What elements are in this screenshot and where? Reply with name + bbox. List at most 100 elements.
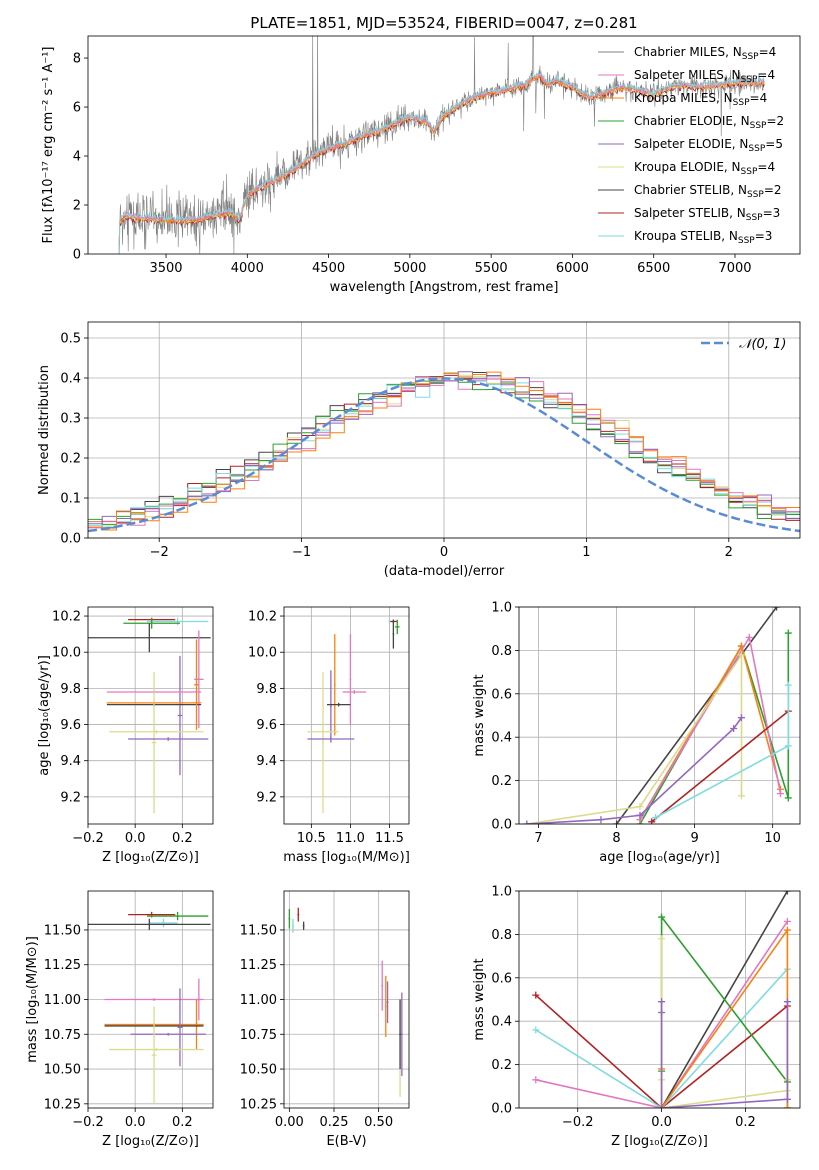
error-bar-point	[394, 619, 400, 635]
x-tick-label: 0.00	[275, 1115, 304, 1130]
mass-weight-line	[535, 968, 788, 1108]
x-tick-label: 6000	[556, 261, 589, 276]
data-point-marker	[745, 633, 753, 641]
spectrum-panel: 3500 4000 4500 5000 5500 6000 6500 7000 0 2 4 6 8 wav…	[41, 14, 801, 295]
y-tick-label: 0.8	[491, 928, 512, 943]
mass-vs-extinction-panel: 0.00 0.25 0.50 10.25 10.50 10.75 11.00 11.25 11.…	[240, 890, 410, 1149]
x-tick-label: −2	[150, 545, 169, 560]
legend-entry-suffix: =3	[763, 206, 781, 220]
x-tick-label: 0	[440, 545, 448, 560]
data-point-marker	[784, 681, 792, 689]
data-point-marker	[597, 816, 605, 824]
age-vs-metallicity-panel: −0.2 0.0 0.2 9.2 9.4 9.6 9.8 10.0 10.2 Z [log₁₀(Z…	[37, 606, 214, 865]
legend-entry-suffix: =3	[755, 229, 773, 243]
y-tick-label: 11.50	[44, 923, 81, 938]
legend-entry-suffix: =4	[750, 91, 768, 105]
y-tick-label: 9.8	[60, 682, 81, 697]
legend-entry: Chabrier MILES, NSSP=4	[634, 45, 776, 62]
x-axis-label: mass [log₁₀(M/M⊙)]	[283, 850, 410, 865]
legend-entry-name: Chabrier MILES, N	[634, 45, 742, 59]
y-tick-label: 9.4	[60, 754, 81, 769]
data-point-marker	[737, 792, 745, 800]
x-axis-label: Z [log₁₀(Z/Z⊙)]	[102, 1134, 199, 1149]
data-point-marker	[783, 998, 791, 1006]
x-tick-label: −0.2	[562, 1115, 594, 1130]
error-bar-point	[330, 670, 332, 743]
legend-entry-subscript: SSP	[742, 52, 759, 62]
error-bar-point	[88, 918, 211, 930]
y-axis-label: mass weight	[472, 958, 487, 1040]
error-bar-point	[194, 639, 199, 730]
data-point-marker	[636, 803, 644, 811]
y-axis-label: Flux [fλ10⁻¹⁷ erg cm⁻² s⁻¹ A⁻¹]	[41, 47, 56, 244]
data-point-marker	[532, 991, 540, 999]
histogram-step	[88, 371, 800, 525]
legend-entry-suffix: =2	[764, 183, 782, 197]
y-tick-label: 0.6	[491, 971, 512, 986]
data-point-marker	[658, 1009, 666, 1017]
data-point-marker	[783, 891, 791, 895]
legend-entry-suffix: =4	[759, 45, 777, 59]
mass-weight-line	[535, 994, 788, 1108]
data-point-marker	[636, 811, 644, 819]
y-tick-label: 10.75	[44, 1028, 81, 1043]
legend-entry-name: Salpeter STELIB, N	[634, 206, 746, 220]
mass-weight-vs-age-panel: 7 8 9 10 0.0 0.2 0.4 0.6 0.8 1.0 age [log₁₀(age/yr…	[472, 601, 801, 865]
x-tick-label: 3500	[149, 261, 182, 276]
error-bar-point	[326, 702, 351, 707]
y-tick-label: 0.6	[491, 687, 512, 702]
plot-frame	[518, 606, 801, 825]
error-bar-point	[399, 999, 401, 1070]
data-point-marker	[737, 714, 745, 722]
error-bar-point	[151, 1006, 157, 1104]
gaussian-reference-line	[88, 377, 800, 533]
y-tick-label: 1.0	[491, 885, 512, 900]
age-vs-mass-panel: 10.5 11.0 11.5 9.2 9.4 9.6 9.8 10.0 10.2 mass [lo…	[248, 606, 410, 865]
y-tick-label: 0.8	[491, 644, 512, 659]
y-tick-label: 0.0	[491, 818, 512, 833]
error-bar-point	[109, 1048, 204, 1051]
legend-entry-subscript: SSP	[733, 98, 750, 108]
error-bar-point	[392, 619, 395, 649]
legend-entry-subscript: SSP	[748, 144, 765, 154]
y-tick-label: 11.25	[240, 958, 277, 973]
legend-entry: Chabrier ELODIE, NSSP=2	[634, 114, 784, 131]
y-axis-label: age [log₁₀(age/yr)]	[37, 655, 52, 776]
plot-frame	[87, 35, 801, 255]
y-axis-label: mass [log₁₀(M/M⊙)]	[25, 936, 40, 1063]
y-tick-label: 11.00	[44, 993, 81, 1008]
model-fit-line	[118, 71, 765, 254]
y-tick-label: 9.4	[256, 754, 277, 769]
data-point-marker	[783, 926, 791, 934]
mass-vs-metallicity-panel: −0.2 0.0 0.2 10.25 10.50 10.75 11.00 11.25 11.50…	[25, 890, 214, 1149]
mass-weight-line	[615, 607, 778, 824]
error-bar-point	[297, 907, 300, 922]
y-tick-label: 4	[73, 150, 81, 165]
x-axis-label: (data-model)/error	[384, 564, 505, 579]
y-axis-label: mass weight	[472, 674, 487, 756]
data-point-marker	[613, 820, 621, 824]
legend-entry-subscript: SSP	[750, 121, 767, 131]
mass-weight-line	[535, 920, 789, 1108]
legend-entry: Kroupa ELODIE, NSSP=4	[634, 160, 775, 177]
data-point-marker	[784, 629, 792, 637]
error-bar-point	[288, 909, 291, 929]
legend-entry-suffix: =4	[757, 68, 775, 82]
legend-entry: 𝒩(0, 1)	[739, 337, 786, 352]
x-tick-label: 0.0	[125, 1115, 146, 1130]
x-tick-label: 10	[764, 831, 781, 846]
y-tick-label: 9.6	[60, 718, 81, 733]
legend-entry-name: Salpeter ELODIE, N	[634, 137, 748, 151]
residuals-panel: −2 −1 0 1 2 0.0 0.1 0.2 0.3 0.4 0.5 (data-model)/er…	[37, 321, 801, 579]
legend-entry: Salpeter MILES, NSSP=4	[634, 68, 775, 85]
y-tick-label: 9.8	[256, 682, 277, 697]
error-bar-point	[194, 630, 204, 729]
error-bar-point	[149, 918, 178, 928]
error-bar-point	[177, 988, 183, 1067]
data-point-marker	[784, 742, 792, 750]
data-point-marker	[648, 818, 656, 824]
error-bar-point	[400, 992, 403, 1077]
y-tick-label: 0.0	[491, 1102, 512, 1117]
mass-weight-line	[639, 635, 782, 821]
error-bar-point	[381, 960, 384, 1011]
